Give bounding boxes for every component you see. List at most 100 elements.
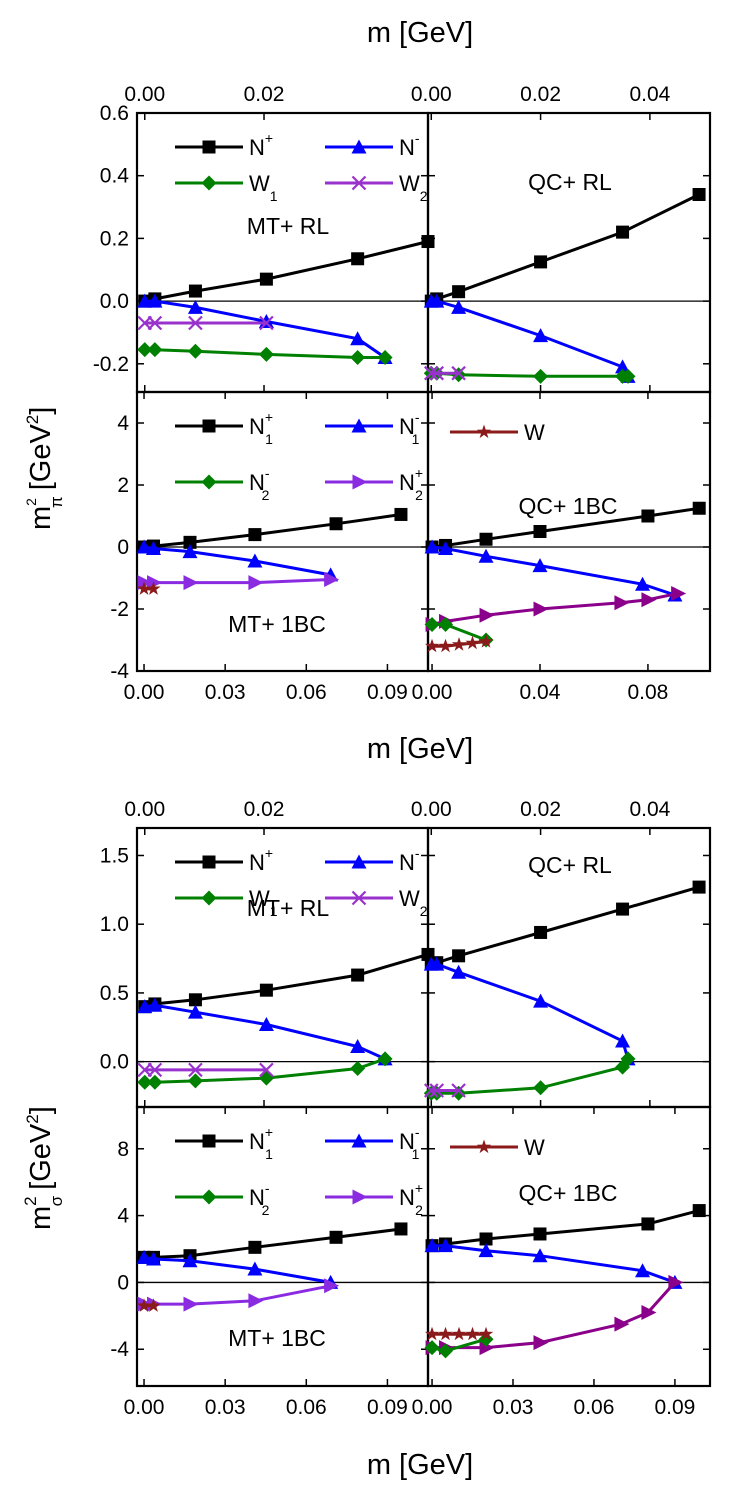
point-W1-4 <box>350 350 366 366</box>
series-line-N2+ <box>431 592 678 626</box>
y-tick-label-0: 8 <box>117 1138 129 1161</box>
point-N+-2 <box>452 285 466 299</box>
legend-label-1: N- <box>399 845 420 875</box>
point-W-0 <box>424 1326 440 1341</box>
y-tick-label-0: 0.6 <box>100 102 129 125</box>
y-tick-label-2: 0 <box>117 1271 129 1294</box>
point-W2-2 <box>451 365 466 381</box>
point-W2-1 <box>147 1062 163 1078</box>
point-N2+-4 <box>324 1278 340 1294</box>
legend-marker <box>351 175 367 191</box>
point-W-2 <box>451 1326 467 1341</box>
legend-marker <box>476 1139 492 1154</box>
point-N2+-3 <box>533 601 549 617</box>
series-N+ <box>424 188 706 308</box>
series-W2 <box>137 315 274 331</box>
point-N1+-4 <box>329 1230 343 1244</box>
y-tick-label-1: 2 <box>117 474 129 497</box>
point-N+-3 <box>259 272 273 286</box>
point-W-4 <box>478 634 494 648</box>
legend-label-2: N-2 <box>249 1180 270 1218</box>
series-line-N1+ <box>143 513 402 549</box>
point-W1-3 <box>258 346 274 362</box>
point-N+-4 <box>616 225 630 239</box>
series-W1 <box>137 1051 393 1090</box>
series-line-N+ <box>430 193 700 303</box>
x-tick-label-bottom-1: 0.04 <box>520 681 561 704</box>
point-W1-2 <box>451 367 467 383</box>
panel-sigma_MT_1BC: 8 4 0 -4 0.00 0.03 0.06 0.09 N+ 1 N-1 N-2 N+ 2 MT+ 1BC <box>110 1105 430 1419</box>
panel-label: QC+ RL <box>528 852 612 878</box>
point-W1-2 <box>187 343 203 359</box>
series-W <box>424 1326 494 1341</box>
legend-label-3: N+ 2 <box>399 1180 423 1218</box>
series-line-N+ <box>430 885 700 966</box>
point-N1--1 <box>145 541 161 556</box>
panel-label: QC+ 1BC <box>518 1180 617 1206</box>
point-N1+-5 <box>692 1204 706 1218</box>
series-line-N- <box>144 1003 386 1061</box>
y-tick-label-2: 0.2 <box>100 227 129 250</box>
point-N--2 <box>451 964 467 979</box>
point-N2+-3 <box>248 1293 264 1309</box>
point-W-2 <box>451 637 467 651</box>
series-N+ <box>138 947 435 1014</box>
panel-sigma_QC_RL: 0.00 0.02 0.04 QC+ RL <box>411 798 712 1109</box>
x-tick-label-bottom-2: 0.06 <box>286 681 327 704</box>
point-W2-2 <box>188 315 203 331</box>
point-N--2 <box>451 299 467 314</box>
point-N1--3 <box>247 553 263 568</box>
series-W2 <box>137 1062 274 1078</box>
series-N1+ <box>425 1204 706 1253</box>
series-N2- <box>424 1331 494 1359</box>
legend-label-0: N+ <box>249 845 273 875</box>
series-line-N+ <box>144 240 429 303</box>
x-tick-label-bottom-1: 0.03 <box>205 681 246 704</box>
panel-label: MT+ 1BC <box>228 1325 326 1351</box>
legend-label-1: N- <box>399 130 420 160</box>
series-line-N1- <box>143 1255 331 1284</box>
point-W2-2 <box>188 1062 203 1078</box>
svg-text:m2π[GeV2]: m2 π[GeV2] <box>23 407 66 530</box>
point-W1-2 <box>187 1073 203 1089</box>
point-N--4 <box>615 359 631 374</box>
point-N1+-4 <box>641 1217 655 1231</box>
panel-pi_MT_1BC: 4 2 0 -2 -40.00 0.03 0.06 0.09 N+ 1 N-1 N-2 N+ 2 MT+ 1… <box>110 390 430 704</box>
series-N1- <box>424 1238 683 1289</box>
legend-marker <box>201 1189 217 1205</box>
point-N2+-4 <box>614 1316 630 1332</box>
point-N1+-3 <box>248 528 262 542</box>
series-N+ <box>424 880 706 971</box>
point-N--0 <box>137 999 153 1014</box>
point-N1--4 <box>635 576 651 591</box>
x-tick-label-bottom-2: 0.06 <box>286 1396 327 1419</box>
point-W2-0 <box>424 365 439 381</box>
series-line-N1+ <box>144 1227 402 1259</box>
panel-label: MT+ RL <box>247 895 330 921</box>
point-N2+-3 <box>248 575 264 591</box>
point-N1--0 <box>136 1249 152 1264</box>
legend-label-1: N-1 <box>399 409 420 447</box>
x-tick-label-top-0: 0.00 <box>411 83 452 106</box>
series-N- <box>137 997 393 1066</box>
series-N2+ <box>137 572 340 591</box>
y-tick-label-3: 0.0 <box>100 1051 129 1074</box>
point-W1-3 <box>258 1070 274 1086</box>
point-W1-5 <box>620 1051 636 1067</box>
point-W-3 <box>465 1326 480 1341</box>
legend-marker <box>202 419 216 433</box>
point-W-1 <box>438 1326 453 1341</box>
point-W-4 <box>478 1326 494 1341</box>
legend-label-0: W <box>524 420 545 445</box>
panel-sigma_MT_RL: 1.5 1.0 0.5 0.0 0.00 0.02 N+ N- W1 W2 MT+ RL <box>100 798 435 1109</box>
point-W1-1 <box>147 342 163 358</box>
point-N2--0 <box>424 1340 440 1356</box>
x-tick-label-bottom-2: 0.08 <box>627 681 668 704</box>
legend-marker <box>202 140 216 154</box>
legend-marker <box>351 890 367 906</box>
point-W1-3 <box>533 368 549 384</box>
point-N1+-2 <box>479 532 493 546</box>
series-W2 <box>424 365 466 381</box>
